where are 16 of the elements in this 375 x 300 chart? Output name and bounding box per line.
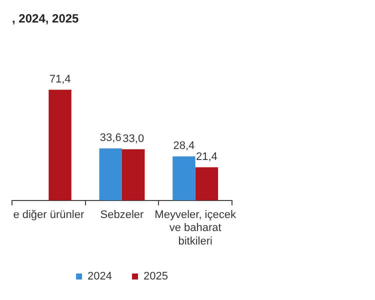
data-label: 28,4 xyxy=(173,140,195,152)
bar xyxy=(122,149,145,200)
legend-label: 2024 xyxy=(88,270,112,283)
data-label: 33,0 xyxy=(122,132,144,145)
x-tick-label: e diğer ürünler xyxy=(13,209,84,222)
data-label: 33,6 xyxy=(100,132,122,144)
data-label: 71,4 xyxy=(49,73,71,86)
legend-label: 2025 xyxy=(144,270,168,283)
x-tick-label: Meyveler, içecek ve baharat bitkileri xyxy=(154,209,236,248)
data-label: 21,4 xyxy=(196,150,218,163)
bar xyxy=(48,90,72,200)
x-tick-label: Sebzeler xyxy=(100,209,144,222)
chart-title: , 2024, 2025 xyxy=(12,12,80,26)
bar xyxy=(99,148,122,200)
bar xyxy=(195,167,218,200)
bar xyxy=(172,156,196,200)
